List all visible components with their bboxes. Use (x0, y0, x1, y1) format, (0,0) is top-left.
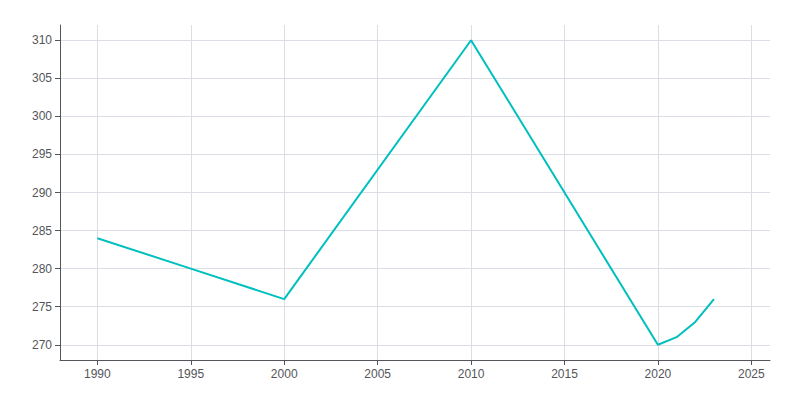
svg-text:285: 285 (32, 224, 52, 238)
svg-text:275: 275 (32, 300, 52, 314)
svg-text:290: 290 (32, 186, 52, 200)
svg-text:305: 305 (32, 71, 52, 85)
svg-text:2015: 2015 (551, 367, 578, 381)
svg-text:270: 270 (32, 338, 52, 352)
svg-text:1995: 1995 (177, 367, 204, 381)
svg-text:2025: 2025 (738, 367, 765, 381)
svg-text:2005: 2005 (364, 367, 391, 381)
svg-text:1990: 1990 (84, 367, 111, 381)
svg-text:295: 295 (32, 147, 52, 161)
svg-text:2020: 2020 (645, 367, 672, 381)
svg-text:2010: 2010 (458, 367, 485, 381)
svg-text:300: 300 (32, 109, 52, 123)
svg-text:2000: 2000 (271, 367, 298, 381)
svg-text:310: 310 (32, 33, 52, 47)
svg-text:280: 280 (32, 262, 52, 276)
